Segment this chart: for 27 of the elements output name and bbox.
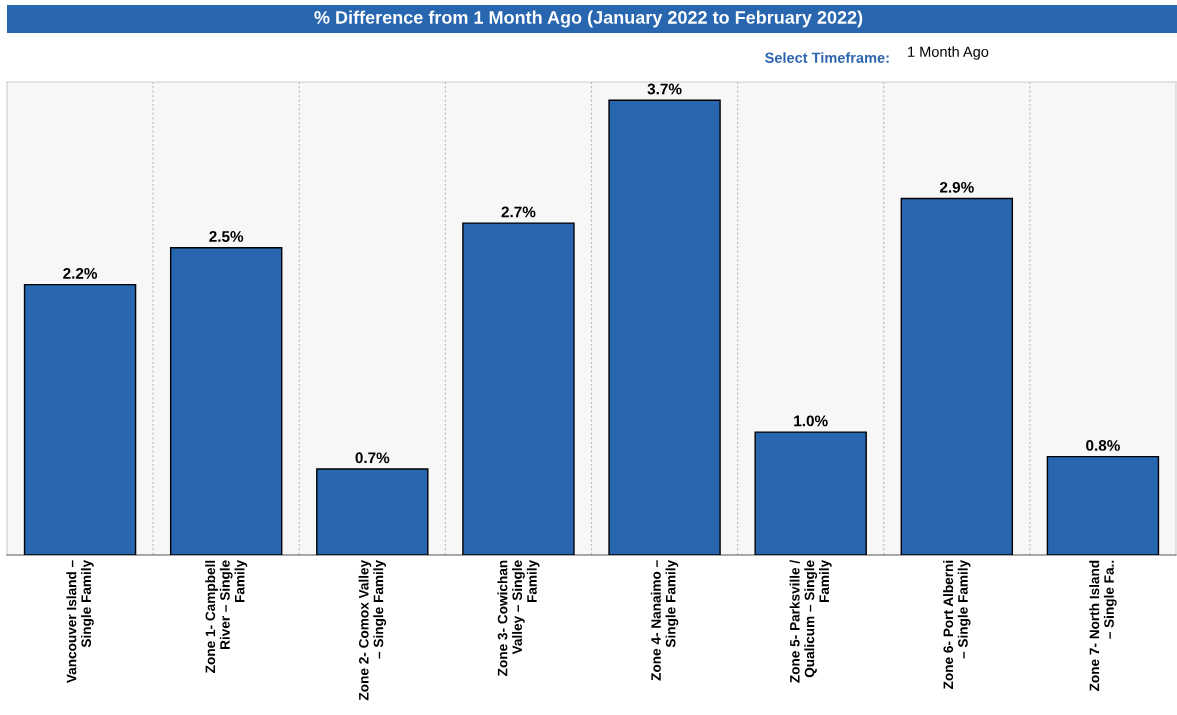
bar — [169, 247, 283, 555]
bar — [23, 283, 137, 555]
x-tick-label: Zone 4- Nanaimo – Single Family — [650, 559, 679, 681]
text: 1 Month Ago — [908, 46, 989, 60]
x-tick-label: Zone 2- Comox Valley – Single Family — [358, 559, 387, 701]
bar — [462, 222, 575, 555]
x-tick-label: Zone 7- North Island – Single Fa.. — [1089, 560, 1117, 692]
bar — [608, 99, 721, 555]
x-tick-label: Zone 1- Campbell River – Single Family — [205, 559, 248, 673]
data-label: 1.0% — [794, 415, 828, 427]
x-tick-label: Zone 3- Cowichan Valley – Single Family — [497, 559, 540, 676]
data-label: 2.5% — [209, 231, 244, 242]
data-label: 3.7% — [647, 83, 682, 95]
bar — [754, 431, 867, 555]
bar — [900, 197, 1014, 555]
bar — [316, 468, 429, 555]
x-tick-label: Zone 5- Parksville / Qualicum – Single Family — [789, 559, 832, 683]
x-tick-label: Zone 6- Port Alberni – Single Family — [943, 559, 971, 690]
data-label: 0.7% — [355, 452, 390, 464]
x-tick-label: Vancouver Island – Single Family — [66, 559, 94, 684]
data-label: 0.8% — [1086, 440, 1120, 451]
text: Select Timeframe: — [765, 52, 889, 63]
data-label: 2.2% — [63, 267, 98, 279]
bar — [1046, 455, 1160, 555]
chart-title: % Difference from 1 Month Ago (January 2022 to February 2022) — [314, 10, 863, 28]
data-label: 2.7% — [501, 206, 536, 218]
data-label: 2.9% — [939, 181, 974, 193]
